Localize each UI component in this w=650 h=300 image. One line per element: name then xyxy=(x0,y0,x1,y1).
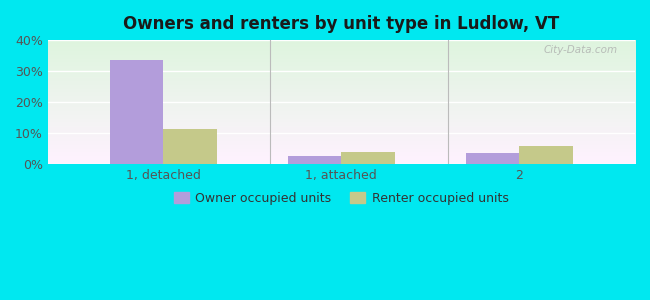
Bar xyxy=(288,157,341,164)
Bar xyxy=(519,146,573,164)
Bar xyxy=(341,152,395,164)
Title: Owners and renters by unit type in Ludlow, VT: Owners and renters by unit type in Ludlo… xyxy=(124,15,560,33)
Bar xyxy=(163,128,217,164)
Bar xyxy=(466,153,519,164)
Legend: Owner occupied units, Renter occupied units: Owner occupied units, Renter occupied un… xyxy=(169,187,514,210)
Bar xyxy=(110,60,163,164)
Text: City-Data.com: City-Data.com xyxy=(543,45,618,55)
